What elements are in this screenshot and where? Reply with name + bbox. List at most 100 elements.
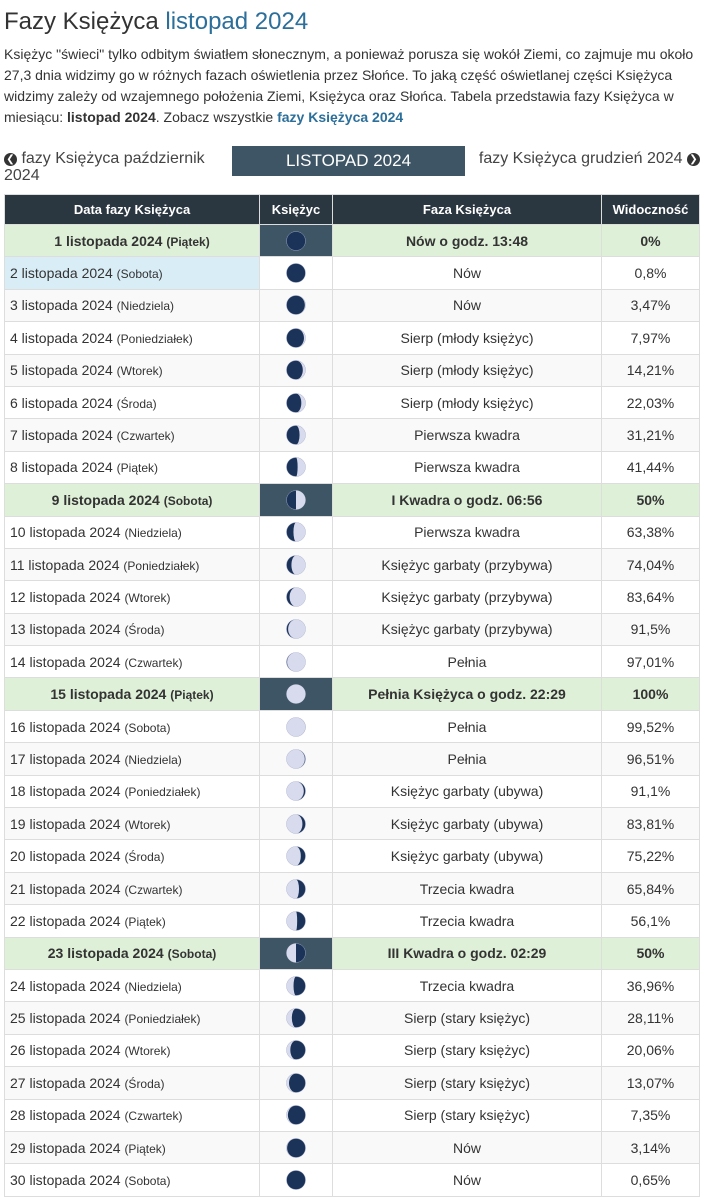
phase-cell: Sierp (stary księżyc) bbox=[332, 1001, 602, 1035]
moon-cell bbox=[259, 418, 333, 452]
date-text: 21 listopada 2024 bbox=[10, 880, 121, 897]
date-text: 20 listopada 2024 bbox=[10, 848, 121, 865]
weekday-text: (Niedziela) bbox=[116, 299, 175, 314]
phase-cell: Pełnia bbox=[332, 709, 602, 744]
moon-phase-icon bbox=[286, 392, 306, 413]
phase-cell: Pierwsza kwadra bbox=[332, 418, 602, 452]
table-row: 1 listopada 2024 (Piątek) Nów o godz. 13:… bbox=[4, 223, 700, 258]
date-cell: 8 listopada 2024 (Piątek) bbox=[4, 450, 260, 485]
header-visibility: Widoczność bbox=[601, 194, 700, 225]
moon-phase-icon bbox=[286, 230, 306, 251]
visibility-cell: 0,65% bbox=[601, 1163, 700, 1197]
title-prefix: Fazy Księżyca bbox=[4, 8, 159, 35]
date-cell: 1 listopada 2024 (Piątek) bbox=[4, 223, 260, 258]
date-text: 27 listopada 2024 bbox=[10, 1074, 121, 1091]
phase-cell: Pełnia bbox=[332, 645, 602, 679]
weekday-text: (Poniedziałek) bbox=[123, 558, 200, 573]
all-phases-link[interactable]: fazy Księżyca 2024 bbox=[277, 109, 404, 125]
moon-cell bbox=[259, 645, 333, 679]
weekday-text: (Środa) bbox=[124, 1076, 165, 1091]
intro-body: Księżyc "świeci" tylko odbitym światłem … bbox=[4, 46, 694, 125]
visibility-cell: 41,44% bbox=[601, 450, 700, 485]
visibility-cell: 22,03% bbox=[601, 385, 700, 420]
weekday-text: (Wtorek) bbox=[116, 364, 163, 379]
table-row: 28 listopada 2024 (Czwartek) Sierp (stary… bbox=[4, 1098, 700, 1132]
visibility-cell: 83,81% bbox=[601, 807, 700, 841]
moon-phase-icon bbox=[286, 1040, 306, 1061]
date-cell: 9 listopada 2024 (Sobota) bbox=[4, 483, 260, 517]
table-row: 5 listopada 2024 (Wtorek) Sierp (młody ks… bbox=[4, 353, 700, 387]
date-cell: 27 listopada 2024 (Środa) bbox=[4, 1066, 260, 1100]
weekday-text: (Sobota) bbox=[116, 267, 163, 282]
prev-month-link[interactable]: ❮ fazy Księżyca październik 2024 bbox=[4, 150, 232, 184]
table-row: 26 listopada 2024 (Wtorek) Sierp (stary k… bbox=[4, 1033, 700, 1068]
moon-cell bbox=[259, 223, 333, 258]
visibility-cell: 13,07% bbox=[601, 1066, 700, 1100]
phase-cell: Trzecia kwadra bbox=[332, 904, 602, 938]
moon-phase-icon bbox=[286, 1008, 306, 1028]
moon-phase-table: Data fazy Księżyca Księżyc Faza Księżyca… bbox=[4, 194, 700, 1197]
phase-cell: Nów bbox=[332, 1163, 602, 1197]
date-cell: 11 listopada 2024 (Poniedziałek) bbox=[4, 547, 260, 582]
table-row: 3 listopada 2024 (Niedziela) Nów 3,47% bbox=[4, 288, 700, 323]
date-text: 8 listopada 2024 bbox=[10, 459, 113, 476]
weekday-text: (Piątek) bbox=[166, 234, 210, 249]
date-cell: 20 listopada 2024 (Środa) bbox=[4, 839, 260, 873]
intro-text: Księżyc "świeci" tylko odbitym światłem … bbox=[4, 44, 700, 128]
phase-cell: Sierp (stary księżyc) bbox=[332, 1066, 602, 1100]
date-text: 16 listopada 2024 bbox=[10, 718, 121, 735]
table-row: 10 listopada 2024 (Niedziela) Pierwsza kw… bbox=[4, 515, 700, 549]
intro-after: . Zobacz wszystkie bbox=[155, 109, 278, 125]
arrow-right-icon: ❯ bbox=[687, 153, 700, 166]
visibility-cell: 50% bbox=[601, 936, 700, 970]
moon-phase-icon bbox=[286, 846, 306, 866]
moon-cell bbox=[259, 288, 333, 323]
table-row: 21 listopada 2024 (Czwartek) Trzecia kwad… bbox=[4, 871, 700, 906]
moon-cell bbox=[259, 839, 333, 873]
table-row: 11 listopada 2024 (Poniedziałek) Księżyc … bbox=[4, 547, 700, 582]
table-row: 12 listopada 2024 (Wtorek) Księżyc garbat… bbox=[4, 580, 700, 614]
moon-phase-icon bbox=[286, 943, 306, 964]
visibility-cell: 0% bbox=[601, 223, 700, 258]
phase-cell: Sierp (młody księżyc) bbox=[332, 385, 602, 420]
weekday-text: (Sobota) bbox=[163, 493, 213, 508]
moon-phase-icon bbox=[286, 425, 306, 445]
date-cell: 22 listopada 2024 (Piątek) bbox=[4, 904, 260, 938]
date-text: 2 listopada 2024 bbox=[10, 265, 113, 282]
phase-cell: III Kwadra o godz. 02:29 bbox=[332, 936, 602, 970]
visibility-cell: 7,35% bbox=[601, 1098, 700, 1132]
date-text: 9 listopada 2024 bbox=[51, 491, 160, 508]
table-row: 6 listopada 2024 (Środa) Sierp (młody ksi… bbox=[4, 385, 700, 420]
month-nav: ❮ fazy Księżyca październik 2024 LISTOPA… bbox=[4, 146, 700, 194]
weekday-text: (Czwartek) bbox=[124, 1109, 183, 1124]
phase-cell: Trzecia kwadra bbox=[332, 871, 602, 906]
moon-cell bbox=[259, 774, 333, 809]
table-row: 17 listopada 2024 (Niedziela) Pełnia 96,51… bbox=[4, 742, 700, 776]
phase-cell: Księżyc garbaty (ubywa) bbox=[332, 807, 602, 841]
title-month: listopad 2024 bbox=[165, 8, 309, 35]
phase-cell: Pełnia bbox=[332, 742, 602, 776]
moon-phase-icon bbox=[286, 975, 306, 996]
moon-phase-icon bbox=[286, 911, 306, 931]
date-text: 15 listopada 2024 bbox=[50, 686, 167, 703]
phase-cell: Pierwsza kwadra bbox=[332, 515, 602, 549]
moon-phase-icon bbox=[286, 360, 306, 380]
date-cell: 23 listopada 2024 (Sobota) bbox=[4, 936, 260, 970]
weekday-text: (Niedziela) bbox=[124, 752, 182, 767]
moon-cell bbox=[259, 709, 333, 744]
table-row: 13 listopada 2024 (Środa) Księżyc garbaty… bbox=[4, 612, 700, 647]
weekday-text: (Sobota) bbox=[124, 720, 171, 735]
weekday-text: (Poniedziałek) bbox=[116, 331, 193, 346]
phase-cell: Księżyc garbaty (przybywa) bbox=[332, 612, 602, 647]
next-month-label: fazy Księżyca grudzień 2024 bbox=[478, 150, 683, 167]
prev-month-label: fazy Księżyca październik 2024 bbox=[4, 150, 205, 184]
moon-cell bbox=[259, 677, 333, 711]
moon-phase-icon bbox=[286, 587, 306, 607]
date-text: 18 listopada 2024 bbox=[10, 783, 121, 800]
moon-phase-icon bbox=[286, 522, 306, 542]
date-cell: 24 listopada 2024 (Niedziela) bbox=[4, 968, 260, 1003]
date-cell: 28 listopada 2024 (Czwartek) bbox=[4, 1098, 260, 1132]
moon-phase-icon bbox=[286, 652, 306, 672]
next-month-link[interactable]: fazy Księżyca grudzień 2024 ❯ bbox=[465, 150, 700, 168]
table-row: 30 listopada 2024 (Sobota) Nów 0,65% bbox=[4, 1163, 700, 1197]
